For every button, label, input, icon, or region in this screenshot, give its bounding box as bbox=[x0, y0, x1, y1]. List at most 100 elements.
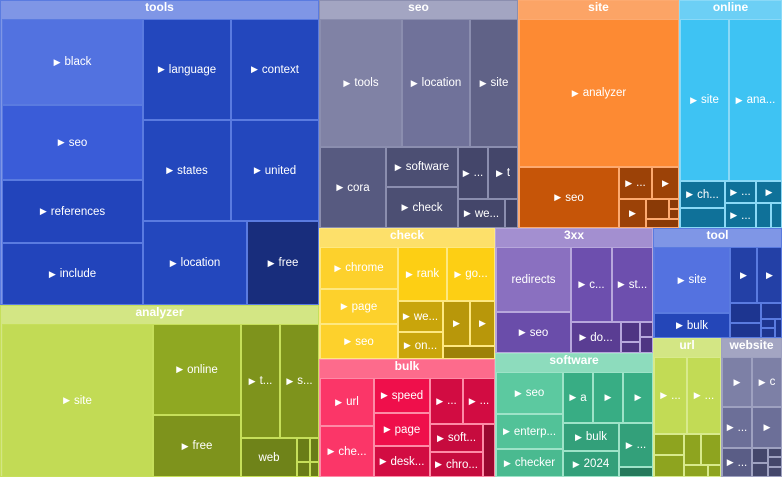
treemap-node-speed[interactable]: ▶ speed bbox=[374, 378, 430, 413]
treemap-node-online[interactable]: ▶ online bbox=[153, 324, 241, 415]
treemap-node[interactable] bbox=[310, 462, 319, 477]
treemap-node-t[interactable]: ▶ t bbox=[488, 147, 518, 199]
treemap-node-t[interactable]: ▶ t... bbox=[241, 324, 280, 438]
treemap-node-we[interactable]: ▶ we... bbox=[398, 301, 443, 332]
treemap-node-bulk[interactable]: ▶ bulk bbox=[563, 423, 619, 451]
treemap-node[interactable] bbox=[752, 448, 768, 463]
treemap-node-[interactable]: ▶... bbox=[619, 423, 653, 467]
treemap-node[interactable] bbox=[775, 319, 782, 338]
treemap-node-url[interactable]: ▶ url bbox=[320, 378, 374, 426]
treemap-node-page[interactable]: ▶ page bbox=[320, 289, 398, 324]
treemap-node[interactable] bbox=[297, 438, 310, 462]
treemap-node[interactable]: ▶ bbox=[752, 407, 782, 448]
treemap-node-seo[interactable]: ▶ seo bbox=[496, 372, 563, 414]
treemap-node[interactable] bbox=[684, 465, 708, 477]
treemap-node-seo[interactable]: ▶ seo bbox=[496, 312, 571, 353]
treemap-node[interactable] bbox=[761, 319, 775, 328]
treemap-node[interactable] bbox=[443, 346, 495, 359]
treemap-node-[interactable]: ▶... bbox=[725, 203, 756, 228]
treemap-node[interactable] bbox=[768, 457, 782, 467]
treemap-node[interactable] bbox=[669, 209, 679, 219]
treemap-node-language[interactable]: ▶ language bbox=[143, 19, 231, 120]
treemap-node[interactable] bbox=[654, 434, 684, 455]
treemap-node-black[interactable]: ▶ black bbox=[2, 19, 143, 105]
treemap-node[interactable] bbox=[505, 199, 518, 228]
treemap-node-do[interactable]: ▶ do... bbox=[571, 322, 621, 353]
treemap-node[interactable] bbox=[621, 342, 640, 353]
treemap-node[interactable] bbox=[310, 438, 319, 462]
treemap-node[interactable] bbox=[752, 463, 768, 477]
treemap-node[interactable] bbox=[621, 322, 640, 342]
treemap-node-ana[interactable]: ▶ ana... bbox=[729, 19, 782, 181]
treemap-node-check[interactable]: ▶ check bbox=[386, 187, 458, 228]
treemap-node[interactable]: ▶ bbox=[470, 301, 495, 346]
treemap-node[interactable]: ▶ bbox=[443, 301, 470, 346]
treemap-node-united[interactable]: ▶ united bbox=[231, 120, 319, 221]
treemap-node[interactable] bbox=[771, 203, 782, 228]
treemap-node-soft[interactable]: ▶ soft... bbox=[430, 424, 483, 452]
treemap-node-[interactable]: ▶... bbox=[430, 378, 463, 424]
treemap-node-a[interactable]: ▶ a bbox=[563, 372, 593, 423]
treemap-node[interactable] bbox=[761, 303, 782, 319]
treemap-node-chrome[interactable]: ▶ chrome bbox=[320, 247, 398, 289]
treemap-node-on[interactable]: ▶ on... bbox=[398, 332, 443, 359]
treemap-node-[interactable]: ▶... bbox=[654, 357, 687, 434]
treemap-node[interactable] bbox=[297, 462, 310, 477]
treemap-node-chro[interactable]: ▶ chro... bbox=[430, 452, 483, 477]
treemap-node-[interactable]: ▶... bbox=[722, 407, 752, 448]
treemap-node-software[interactable]: ▶ software bbox=[386, 147, 458, 187]
treemap-node[interactable]: ▶ bbox=[623, 372, 653, 423]
treemap-node[interactable] bbox=[646, 199, 669, 219]
treemap-node-checker[interactable]: ▶ checker bbox=[496, 449, 563, 477]
treemap-node-redirects[interactable]: redirects bbox=[496, 247, 571, 312]
treemap-node[interactable] bbox=[619, 467, 653, 477]
treemap-node-[interactable]: ▶... bbox=[722, 448, 752, 477]
treemap-node-s[interactable]: ▶ s... bbox=[280, 324, 319, 438]
treemap-node[interactable] bbox=[646, 219, 679, 228]
treemap-node[interactable] bbox=[680, 208, 725, 228]
treemap-node[interactable] bbox=[761, 328, 775, 338]
treemap-node-page[interactable]: ▶ page bbox=[374, 413, 430, 446]
treemap-node[interactable]: ▶ bbox=[593, 372, 623, 423]
treemap-node-free[interactable]: ▶ free bbox=[153, 415, 241, 477]
treemap-node-enterp[interactable]: ▶ enterp... bbox=[496, 414, 563, 449]
treemap-node-references[interactable]: ▶ references bbox=[2, 180, 143, 243]
treemap-node[interactable] bbox=[730, 303, 761, 323]
treemap-node[interactable]: ▶ bbox=[652, 167, 679, 199]
treemap-node-location[interactable]: ▶ location bbox=[143, 221, 247, 305]
treemap-node-seo[interactable]: ▶ seo bbox=[2, 105, 143, 180]
treemap-node-2024[interactable]: ▶ 2024 bbox=[563, 451, 619, 477]
treemap-node-analyzer[interactable]: ▶ analyzer bbox=[519, 19, 679, 167]
treemap-node-seo[interactable]: ▶ seo bbox=[320, 324, 398, 359]
treemap-node-[interactable]: ▶... bbox=[687, 357, 721, 434]
treemap-node[interactable] bbox=[669, 199, 679, 209]
treemap-node[interactable]: ▶ bbox=[756, 181, 782, 203]
treemap-node-free[interactable]: ▶ free bbox=[247, 221, 319, 305]
treemap-node-location[interactable]: ▶ location bbox=[402, 19, 470, 147]
treemap-node-st[interactable]: ▶ st... bbox=[612, 247, 653, 322]
treemap-node[interactable] bbox=[640, 337, 653, 353]
treemap-node-[interactable]: ▶... bbox=[725, 181, 756, 203]
treemap-node[interactable] bbox=[640, 322, 653, 337]
treemap-node[interactable] bbox=[684, 434, 701, 465]
treemap-node[interactable] bbox=[730, 323, 761, 338]
treemap-node[interactable] bbox=[768, 448, 782, 457]
treemap-node[interactable] bbox=[756, 203, 771, 228]
treemap-node-site[interactable]: ▶ site bbox=[680, 19, 729, 181]
treemap-node[interactable] bbox=[701, 434, 721, 465]
treemap-node-rank[interactable]: ▶ rank bbox=[398, 247, 447, 301]
treemap-node[interactable] bbox=[768, 467, 782, 477]
treemap-node-site[interactable]: ▶ site bbox=[654, 247, 730, 313]
treemap-node-cora[interactable]: ▶ cora bbox=[320, 147, 386, 228]
treemap-node-bulk[interactable]: ▶ bulk bbox=[654, 313, 730, 338]
treemap-node-go[interactable]: ▶ go... bbox=[447, 247, 495, 301]
treemap-node-site[interactable]: ▶ site bbox=[470, 19, 518, 147]
treemap-node-we[interactable]: ▶ we... bbox=[458, 199, 505, 228]
treemap-node-c[interactable]: ▶ c... bbox=[571, 247, 612, 322]
treemap-node-desk[interactable]: ▶ desk... bbox=[374, 446, 430, 477]
treemap-node[interactable]: ▶ bbox=[619, 199, 646, 228]
treemap-node-context[interactable]: ▶ context bbox=[231, 19, 319, 120]
treemap-node[interactable] bbox=[483, 424, 495, 477]
treemap-node-ch[interactable]: ▶ ch... bbox=[680, 181, 725, 208]
treemap-node-c[interactable]: ▶ c bbox=[752, 357, 782, 407]
